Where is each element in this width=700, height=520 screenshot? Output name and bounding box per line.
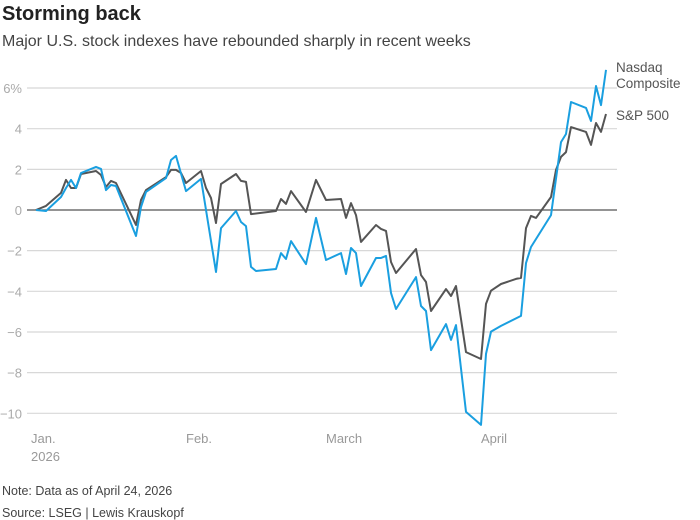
series-label: Nasdaq <box>616 60 663 75</box>
series-line-nasdaq-composite <box>35 69 607 426</box>
x-tick-label: April <box>481 431 507 446</box>
chart-title: Storming back <box>2 3 141 25</box>
chart-note: Note: Data as of April 24, 2026 <box>2 484 173 498</box>
x-tick-label: March <box>326 431 362 446</box>
chart-subtitle: Major U.S. stock indexes have rebounded … <box>2 33 471 50</box>
x-tick-label-year: 2026 <box>31 449 60 464</box>
y-tick-label: 0 <box>15 203 22 218</box>
chart-source: Source: LSEG | Lewis Krauskopf <box>2 506 184 520</box>
series-line-s-p-500 <box>35 113 607 360</box>
y-tick-label: −4 <box>7 284 22 299</box>
series-label: S&P 500 <box>616 108 669 123</box>
y-tick-label: 2 <box>15 162 22 177</box>
x-tick-label: Jan. <box>31 431 56 446</box>
y-tick-label: 6% <box>3 81 22 96</box>
y-tick-label: −2 <box>7 244 22 259</box>
y-tick-label: −10 <box>0 406 22 421</box>
x-tick-label: Feb. <box>186 431 212 446</box>
y-tick-label: −8 <box>7 366 22 381</box>
y-tick-label: −6 <box>7 325 22 340</box>
y-tick-label: 4 <box>15 122 22 137</box>
series-label: Composite <box>616 76 681 91</box>
